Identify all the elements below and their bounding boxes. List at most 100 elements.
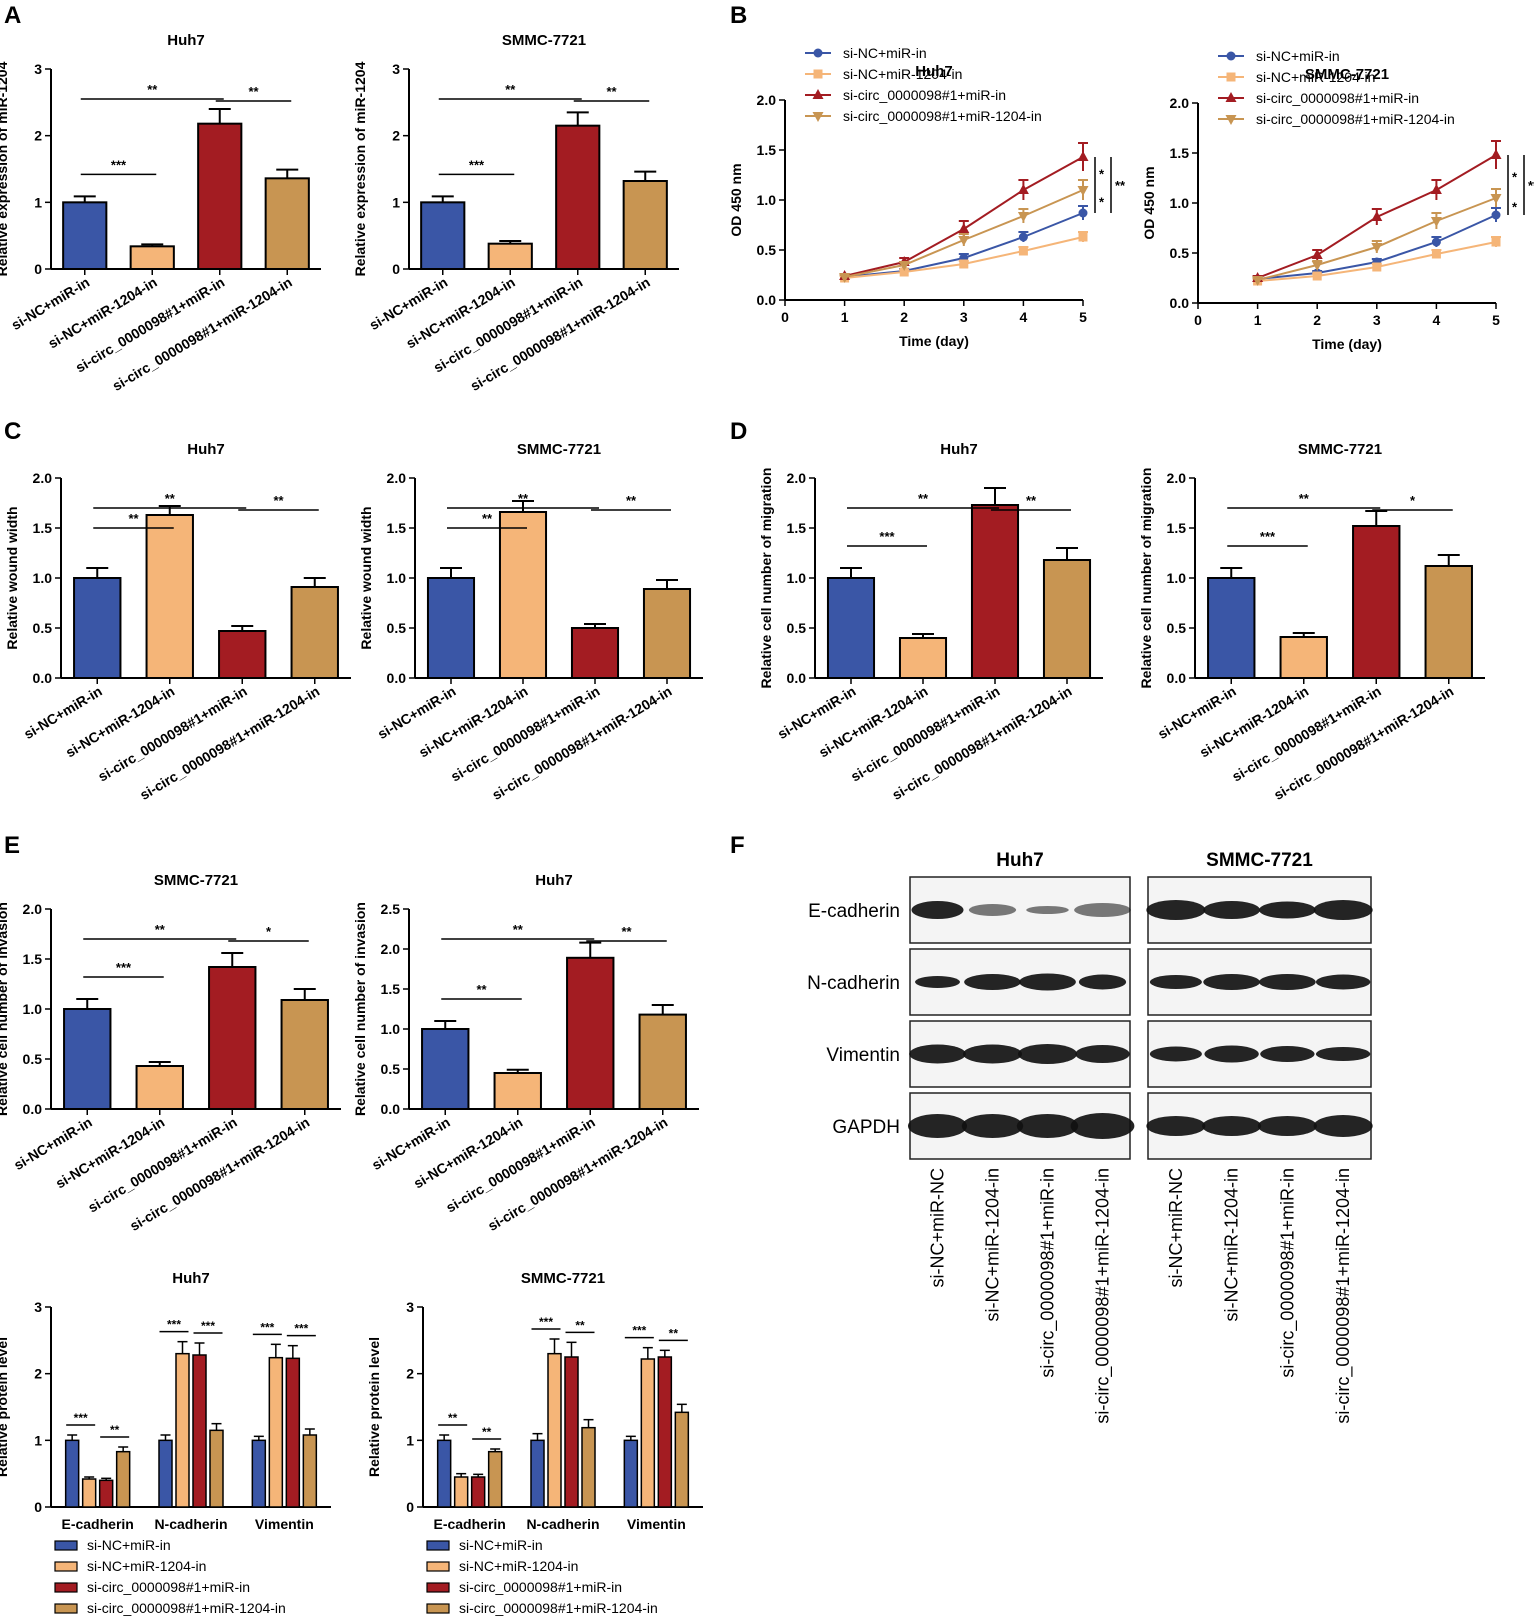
bar xyxy=(62,201,108,270)
x-tick-label: E-cadherin xyxy=(433,1516,505,1532)
bar xyxy=(129,245,175,270)
blot-band xyxy=(1202,1116,1262,1136)
y-tick-label: 0.0 xyxy=(381,1101,401,1117)
blot-band xyxy=(1260,1046,1315,1062)
blot-band xyxy=(907,1114,968,1138)
significance-label: ** xyxy=(513,922,524,937)
blot-band xyxy=(1149,1046,1202,1062)
y-tick-label: 0.5 xyxy=(23,1051,43,1067)
y-axis-label: Relative cell number of migration xyxy=(758,468,774,689)
x-tick-label: N-cadherin xyxy=(154,1516,227,1532)
blot-band xyxy=(1315,974,1371,990)
bar xyxy=(145,514,194,679)
panel-letter-c: C xyxy=(4,418,22,445)
legend-label: si-circ_0000098#1+miR-in xyxy=(459,1579,622,1595)
marker-triangle-down xyxy=(1225,115,1237,125)
legend-label: si-circ_0000098#1+miR-in xyxy=(1256,90,1419,106)
y-tick-label: 2 xyxy=(392,128,400,144)
grouped-bar-chart-10: 0 1 2 3 Huh7 Relative protein level E-cadherin… xyxy=(0,1270,331,1616)
blot-band xyxy=(1026,906,1069,914)
legend-swatch xyxy=(54,1603,78,1614)
y-tick-label: 1 xyxy=(34,1432,42,1448)
x-tick-label: 4 xyxy=(1433,312,1441,328)
blot-lane-label: si-NC+miR-NC xyxy=(1166,1168,1186,1288)
marker-triangle-up xyxy=(1430,184,1442,194)
bar xyxy=(674,1411,690,1508)
blot-title: SMMC-7721 xyxy=(1206,850,1313,871)
y-tick-label: 2.0 xyxy=(33,470,53,486)
chart-title: Huh7 xyxy=(940,441,978,458)
legend-label: si-circ_0000098#1+miR-in xyxy=(843,87,1006,103)
y-axis-label: Relative wound width xyxy=(4,506,20,649)
blot-lane-label: si-NC+miR-NC xyxy=(928,1168,948,1288)
x-tick-label: 3 xyxy=(1373,312,1381,328)
significance-label: *** xyxy=(260,1320,274,1334)
marker-square xyxy=(813,69,823,79)
bar-chart-1: 0 1 2 3 SMMC-7721 Relative expression of miR-… xyxy=(352,32,679,394)
marker-triangle-up xyxy=(1225,92,1237,102)
bar xyxy=(280,999,329,1110)
bar xyxy=(570,627,620,679)
bar xyxy=(63,1008,112,1110)
chart-title: Huh7 xyxy=(535,872,573,889)
y-tick-label: 3 xyxy=(34,61,42,77)
legend-label: si-NC+miR-1204-in xyxy=(87,1558,206,1574)
chart-title: Huh7 xyxy=(167,32,205,49)
bar-chart-0: 0 1 2 3 Huh7 Relative expression of miR-1204 s… xyxy=(0,32,321,394)
y-tick-label: 1 xyxy=(392,194,400,210)
bar xyxy=(290,586,339,679)
blot-lane-label: si-circ_0000098#1+miR-1204-in xyxy=(1093,1168,1114,1424)
y-tick-label: 3 xyxy=(392,61,400,77)
y-tick-label: 1.5 xyxy=(33,520,53,536)
y-tick-label: 1.5 xyxy=(387,520,407,536)
bar xyxy=(208,966,257,1110)
y-tick-label: 0.0 xyxy=(33,670,53,686)
legend-label: si-circ_0000098#1+miR-1204-in xyxy=(1256,111,1455,127)
blot-band xyxy=(915,976,960,988)
marker-triangle-up xyxy=(1490,149,1502,159)
marker-square xyxy=(959,259,969,269)
y-tick-label: 2.0 xyxy=(387,470,407,486)
significance-label: * xyxy=(1410,493,1416,508)
line-chart-3: 0.0 0.5 1.0 1.5 2.0 SMMC-7721 OD 450 nm 0 1 2 3 4 5 T… xyxy=(1141,48,1534,352)
y-tick-label: 0.5 xyxy=(1170,245,1190,261)
bar xyxy=(192,1354,207,1508)
y-axis-label: Relative cell number of migration xyxy=(1138,468,1154,689)
bar xyxy=(251,1439,267,1508)
bar xyxy=(268,1356,284,1508)
y-tick-label: 1.0 xyxy=(33,570,53,586)
blot-band xyxy=(1075,1045,1130,1063)
significance-label: ** xyxy=(1299,491,1310,506)
significance-label: ** xyxy=(273,493,284,508)
chart-title: SMMC-7721 xyxy=(502,32,586,49)
y-tick-label: 3 xyxy=(34,1299,42,1315)
significance-label: ** xyxy=(518,491,529,506)
significance-label: * xyxy=(1099,167,1105,182)
blot-band xyxy=(1074,903,1131,917)
y-tick-label: 0.0 xyxy=(23,1101,43,1117)
y-tick-label: 2.0 xyxy=(1170,95,1190,111)
chart-title: SMMC-7721 xyxy=(1305,66,1389,83)
chart-title: Huh7 xyxy=(187,441,225,458)
blot-band xyxy=(1016,1114,1079,1138)
marker-square xyxy=(1431,249,1441,259)
significance-label: ** xyxy=(165,491,176,506)
x-tick-label: 2 xyxy=(1313,312,1321,328)
y-axis-label: Relative expression of miR-1204 xyxy=(352,61,368,276)
significance-label: *** xyxy=(116,960,132,975)
chart-title: Huh7 xyxy=(172,1270,210,1287)
significance-label: * xyxy=(266,924,272,939)
y-tick-label: 1.0 xyxy=(787,570,807,586)
bar xyxy=(622,180,668,270)
x-tick-label: 0 xyxy=(781,309,789,325)
blot-lane-label: si-NC+miR-1204-in xyxy=(983,1168,1003,1322)
panel-letter-f: F xyxy=(730,832,745,859)
legend-label: si-circ_0000098#1+miR-1204-in xyxy=(459,1600,658,1616)
bar xyxy=(623,1439,639,1508)
x-tick-label: si-NC+miR-1204-in xyxy=(403,274,518,352)
significance-label: ** xyxy=(606,84,617,99)
bar xyxy=(73,577,122,679)
y-tick-label: 1.0 xyxy=(757,192,777,208)
significance-label: ** xyxy=(621,924,632,939)
